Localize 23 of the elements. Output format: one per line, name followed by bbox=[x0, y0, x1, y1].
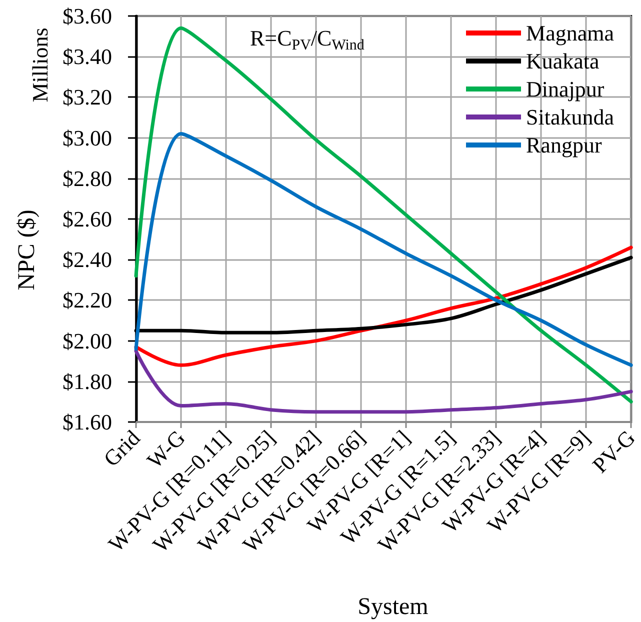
y-tick-label: $1.80 bbox=[62, 368, 112, 394]
legend-label: Dinajpur bbox=[526, 76, 605, 102]
text: Millions bbox=[28, 28, 52, 102]
legend-label: Rangpur bbox=[526, 132, 602, 158]
y-tick-label: $2.60 bbox=[62, 206, 112, 232]
y-axis-title: NPC ($) bbox=[14, 210, 40, 290]
y-tick-label: $3.20 bbox=[62, 84, 112, 110]
line-series bbox=[134, 349, 633, 414]
line-series bbox=[134, 132, 633, 367]
y-tick-label: $2.40 bbox=[62, 247, 112, 272]
y-tick-label: $3.40 bbox=[62, 44, 112, 70]
y-tick-label: $1.60 bbox=[62, 410, 112, 434]
y-tick-label: $2.00 bbox=[62, 328, 112, 354]
line-series bbox=[134, 246, 633, 367]
y-tick-label: $3.00 bbox=[62, 125, 112, 150]
y-tick-label: $3.60 bbox=[62, 4, 112, 28]
x-axis-title: System bbox=[358, 594, 429, 620]
legend-label: Sitakunda bbox=[526, 104, 614, 130]
legend-label: Kuakata bbox=[526, 48, 600, 74]
legend-label: Magnama bbox=[526, 20, 614, 46]
y-tick-label: $2.20 bbox=[62, 288, 112, 313]
line-series bbox=[134, 26, 633, 404]
y-tick-label: $2.80 bbox=[62, 166, 112, 191]
